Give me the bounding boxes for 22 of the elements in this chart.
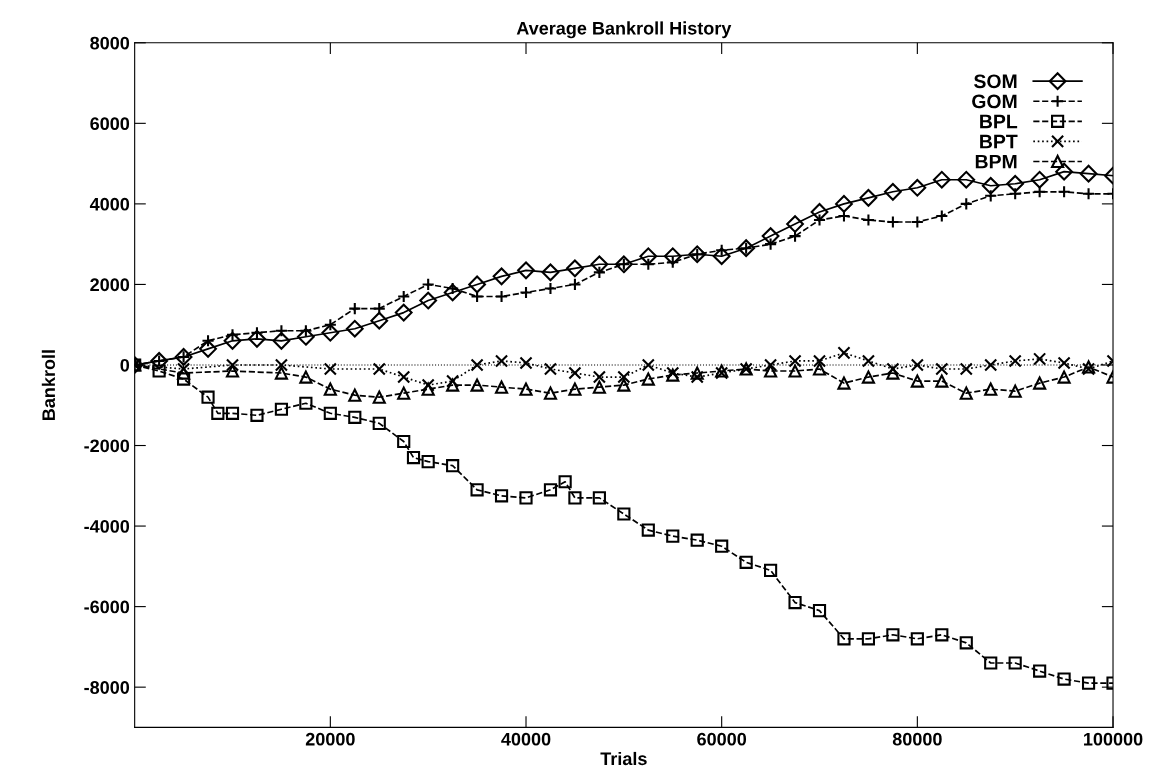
y-axis-title: Bankroll (41, 350, 56, 421)
y-tick-label: 0 (120, 358, 130, 372)
y-tick-label: 2000 (90, 278, 130, 292)
x-tick-label: 60000 (697, 732, 747, 746)
y-tick-label: -2000 (84, 439, 130, 453)
x-tick-label: 20000 (305, 732, 355, 746)
chart-title: Average Bankroll History (516, 21, 732, 39)
legend-label: BPL (980, 114, 1018, 129)
y-tick-label: -4000 (84, 520, 130, 533)
y-tick-label: 6000 (90, 117, 130, 131)
x-axis-title: Trials (600, 751, 647, 766)
y-tick-label: -8000 (84, 681, 130, 694)
legend-label: SOM (974, 74, 1017, 89)
x-tick-label: 80000 (892, 732, 942, 746)
y-tick-label: 8000 (90, 36, 130, 50)
y-tick-label: 4000 (89, 197, 130, 211)
legend-label: BPT (980, 134, 1018, 149)
x-tick-label: 40000 (501, 732, 551, 746)
y-tick-label: -6000 (84, 600, 130, 614)
legend-label: GOM (972, 94, 1017, 109)
x-tick-label: 100000 (1084, 732, 1143, 746)
legend-label: BPM (975, 154, 1017, 169)
